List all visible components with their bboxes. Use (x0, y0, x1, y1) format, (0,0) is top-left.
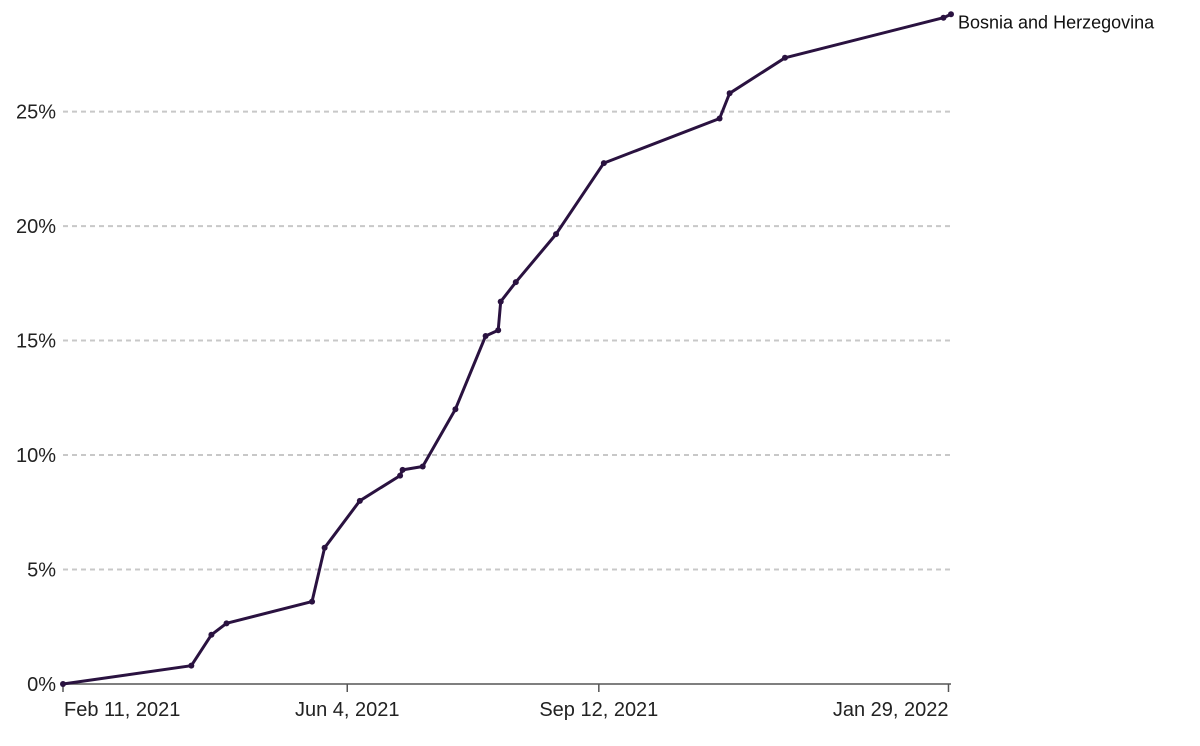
data-point (356, 497, 363, 504)
data-point (321, 544, 328, 551)
data-point (495, 327, 502, 334)
data-point (188, 662, 195, 669)
x-tick-label: Sep 12, 2021 (539, 699, 658, 721)
data-point (781, 54, 788, 61)
y-tick-label: 20% (16, 216, 56, 238)
x-tick-label: Jun 4, 2021 (295, 699, 400, 721)
series-layer: Bosnia and Herzegovina (60, 11, 1155, 687)
data-point (399, 466, 406, 473)
series-line (62, 12, 952, 686)
data-point (309, 598, 316, 605)
data-point (60, 681, 66, 687)
data-point (726, 90, 733, 97)
series-label: Bosnia and Herzegovina (958, 12, 1155, 32)
data-point (208, 631, 215, 638)
gridlines (63, 110, 951, 571)
data-point (600, 160, 607, 167)
y-tick-label: 0% (27, 674, 56, 696)
x-axis-ticks: Feb 11, 2021 Jun 4, 2021 Sep 12, 2021 Jan 2… (62, 684, 950, 721)
x-tick-label: Feb 11, 2021 (64, 699, 180, 721)
data-point (419, 463, 426, 470)
data-point (940, 14, 947, 21)
y-tick-label: 5% (27, 560, 56, 582)
y-tick-label: 25% (16, 102, 56, 124)
data-point (452, 406, 459, 413)
y-axis-ticks: 0% 5% 10% 15% 20% 25% (16, 102, 56, 696)
data-point (482, 332, 489, 339)
data-point (397, 472, 404, 479)
y-tick-label: 10% (16, 445, 56, 467)
x-tick-label: Jan 29, 2022 (833, 699, 949, 721)
data-point (948, 11, 954, 18)
y-tick-label: 15% (16, 331, 56, 353)
data-point (716, 115, 723, 122)
data-point (512, 279, 519, 286)
data-point (223, 620, 230, 627)
data-point (553, 231, 560, 238)
data-point (497, 298, 504, 305)
